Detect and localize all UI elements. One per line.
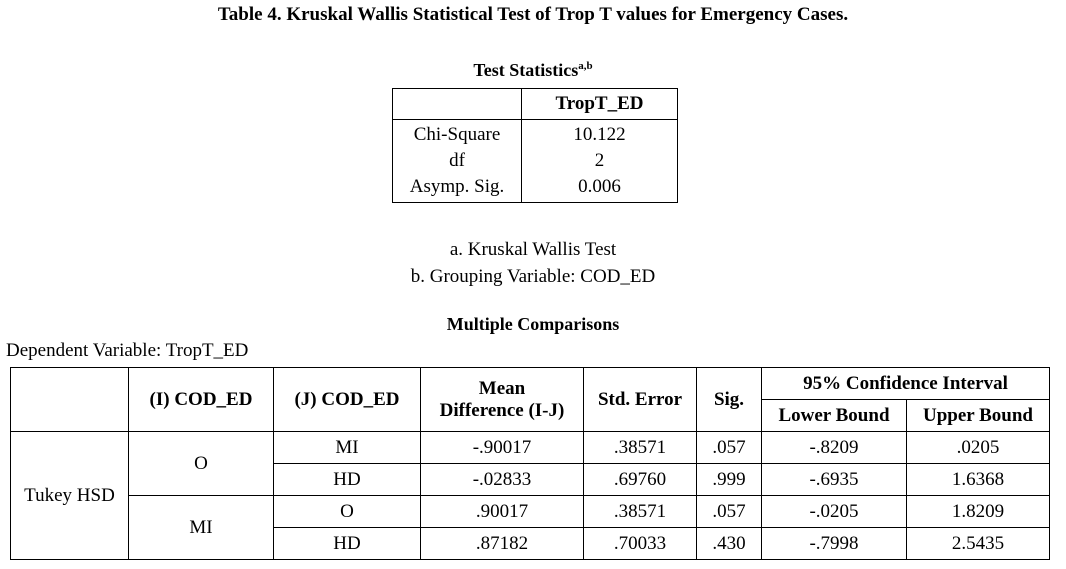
i-group-header: (I) COD_ED xyxy=(128,367,274,432)
stat-label: Chi-Square xyxy=(413,124,501,145)
lower-bound-cell: -.6935 xyxy=(761,463,907,496)
dependent-variable-label: Dependent Variable: TropT_ED xyxy=(6,340,249,361)
i-group-cell: O xyxy=(128,431,274,496)
footnote-b: b. Grouping Variable: COD_ED xyxy=(410,266,656,287)
std-error-header: Std. Error xyxy=(583,367,697,432)
mean-difference-header-line1: Mean xyxy=(478,377,526,399)
sig-cell: .057 xyxy=(696,495,762,528)
j-group-cell: O xyxy=(273,495,421,528)
table-row: MI O .90017 .38571 .057 -.0205 1.8209 xyxy=(11,495,1050,560)
multiple-comparisons-caption: Multiple Comparisons xyxy=(446,314,620,334)
empty-header-cell xyxy=(392,88,522,120)
sig-cell: .057 xyxy=(696,431,762,464)
upper-bound-header: Upper Bound xyxy=(906,399,1050,432)
column-header: TropT_ED xyxy=(521,88,678,120)
footnote-a: a. Kruskal Wallis Test xyxy=(449,239,617,260)
stat-label: df xyxy=(449,150,465,171)
j-group-cell: MI xyxy=(273,431,421,464)
table-row: HD -.02833 .69760 .999 -.6935 1.6368 xyxy=(11,463,1050,496)
lower-bound-cell: -.8209 xyxy=(761,431,907,464)
multiple-comparisons-table: (I) COD_ED (J) COD_ED Mean Difference (I… xyxy=(10,367,1050,560)
stat-label: Asymp. Sig. xyxy=(409,176,505,197)
table-title: Table 4. Kruskal Wallis Statistical Test… xyxy=(217,4,849,25)
table-row: Tukey HSD O MI -.90017 .38571 .057 -.820… xyxy=(10,431,1050,560)
upper-bound-cell: 1.8209 xyxy=(906,495,1050,528)
stat-value: 2 xyxy=(594,150,605,171)
mean-difference-cell: .90017 xyxy=(420,495,584,528)
test-statistics-footnote-marker: a,b xyxy=(578,60,593,72)
std-error-cell: .69760 xyxy=(583,463,697,496)
confidence-interval-header: 95% Confidence Interval xyxy=(761,367,1050,400)
mean-difference-cell: -.02833 xyxy=(420,463,584,496)
stat-value: 0.006 xyxy=(578,176,621,197)
test-statistics-caption-text: Test Statistics xyxy=(473,60,579,80)
lower-bound-header: Lower Bound xyxy=(761,399,907,432)
stat-value: 10.122 xyxy=(573,124,626,145)
std-error-cell: .70033 xyxy=(583,527,697,560)
table-row: HD .87182 .70033 .430 -.7998 2.5435 xyxy=(11,527,1050,560)
lower-bound-cell: -.0205 xyxy=(761,495,907,528)
stat-values-cell: 10.122 2 0.006 xyxy=(521,119,678,203)
upper-bound-cell: 1.6368 xyxy=(906,463,1050,496)
test-statistics-table: TropT_ED Chi-Square df Asymp. Sig. 10.12… xyxy=(392,88,678,203)
upper-bound-cell: .0205 xyxy=(906,431,1050,464)
mean-difference-cell: .87182 xyxy=(420,527,584,560)
mean-difference-header-line2: Difference (I-J) xyxy=(439,399,565,421)
footnotes: a. Kruskal Wallis Test b. Grouping Varia… xyxy=(0,236,1066,290)
j-group-cell: HD xyxy=(273,527,421,560)
std-error-cell: .38571 xyxy=(583,431,697,464)
sig-cell: .999 xyxy=(696,463,762,496)
std-error-cell: .38571 xyxy=(583,495,697,528)
stat-labels-cell: Chi-Square df Asymp. Sig. xyxy=(392,119,522,203)
sig-header: Sig. xyxy=(696,367,762,432)
mean-difference-cell: -.90017 xyxy=(420,431,584,464)
i-group-cell: MI xyxy=(128,495,274,560)
j-group-cell: HD xyxy=(273,463,421,496)
method-cell: Tukey HSD xyxy=(10,431,129,560)
mean-difference-header: Mean Difference (I-J) xyxy=(420,367,584,432)
empty-header-cell xyxy=(10,367,129,432)
j-group-header: (J) COD_ED xyxy=(273,367,421,432)
lower-bound-cell: -.7998 xyxy=(761,527,907,560)
upper-bound-cell: 2.5435 xyxy=(906,527,1050,560)
test-statistics-caption: Test Statisticsa,b xyxy=(0,60,1066,81)
sig-cell: .430 xyxy=(696,527,762,560)
